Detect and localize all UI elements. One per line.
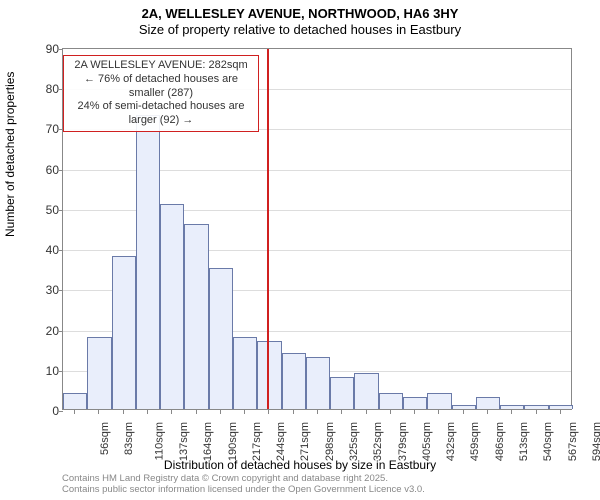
histogram-bar <box>87 337 111 409</box>
y-tick <box>59 331 63 332</box>
y-tick <box>59 210 63 211</box>
x-axis-tick-label: 164sqm <box>202 422 214 461</box>
histogram-bar <box>524 405 548 409</box>
y-tick <box>59 49 63 50</box>
x-axis-tick-label: 244sqm <box>275 422 287 461</box>
y-tick <box>59 371 63 372</box>
histogram-bar <box>476 397 500 409</box>
y-axis-tick-label: 0 <box>31 404 59 418</box>
y-axis-tick-label: 30 <box>31 283 59 297</box>
x-tick <box>123 410 124 414</box>
x-axis-tick-label: 594sqm <box>591 422 600 461</box>
x-tick <box>511 410 512 414</box>
histogram-bar <box>184 224 208 409</box>
x-axis-tick-label: 567sqm <box>567 422 579 461</box>
x-axis-tick-label: 325sqm <box>348 422 360 461</box>
x-tick <box>414 410 415 414</box>
x-tick <box>487 410 488 414</box>
y-axis-tick-label: 60 <box>31 163 59 177</box>
x-axis-tick-label: 432sqm <box>445 422 457 461</box>
x-axis-tick-label: 217sqm <box>251 422 263 461</box>
y-axis-tick-label: 20 <box>31 324 59 338</box>
y-axis-tick-label: 80 <box>31 82 59 96</box>
x-axis-tick-label: 459sqm <box>470 422 482 461</box>
title-line-2: Size of property relative to detached ho… <box>0 22 600 38</box>
annotation-line-1: 2A WELLESLEY AVENUE: 282sqm <box>70 59 252 73</box>
x-axis-tick-label: 83sqm <box>123 422 135 455</box>
x-tick <box>244 410 245 414</box>
y-axis-tick-label: 70 <box>31 122 59 136</box>
y-axis-tick-label: 40 <box>31 243 59 257</box>
histogram-bar <box>354 373 378 409</box>
x-tick <box>341 410 342 414</box>
histogram-bar <box>136 115 160 409</box>
x-tick <box>171 410 172 414</box>
histogram-bar <box>500 405 524 409</box>
histogram-bar <box>233 337 257 409</box>
x-axis-tick-label: 405sqm <box>421 422 433 461</box>
x-tick <box>317 410 318 414</box>
histogram-bar <box>112 256 136 409</box>
y-tick <box>59 290 63 291</box>
x-tick <box>98 410 99 414</box>
x-axis-tick-label: 379sqm <box>397 422 409 461</box>
histogram-bar <box>330 377 354 409</box>
x-axis-labels: 56sqm 83sqm 110sqm 137sqm 164sqm 190sqm 217sqm… <box>62 412 572 458</box>
y-axis-tick-label: 50 <box>31 203 59 217</box>
histogram-bar <box>209 268 233 409</box>
x-axis-tick-label: 137sqm <box>178 422 190 461</box>
histogram-bar <box>379 393 403 409</box>
highlight-vertical-line <box>267 49 269 409</box>
x-axis-tick-label: 271sqm <box>300 422 312 461</box>
x-tick <box>390 410 391 414</box>
copyright-line-2: Contains public sector information licen… <box>62 485 572 496</box>
histogram-bar <box>257 341 281 409</box>
x-tick <box>438 410 439 414</box>
x-tick <box>147 410 148 414</box>
x-axis-tick-label: 486sqm <box>494 422 506 461</box>
histogram-bar <box>403 397 427 409</box>
x-tick <box>196 410 197 414</box>
annotation-line-3: 24% of semi-detached houses are larger (… <box>70 100 252 128</box>
histogram-bar <box>427 393 451 409</box>
x-axis-tick-label: 540sqm <box>542 422 554 461</box>
x-tick <box>293 410 294 414</box>
histogram-bar <box>160 204 184 409</box>
histogram-bar <box>63 393 87 409</box>
x-axis-tick-label: 190sqm <box>227 422 239 461</box>
x-axis-tick-label: 513sqm <box>518 422 530 461</box>
x-axis-tick-label: 110sqm <box>153 422 165 460</box>
histogram-bar <box>549 405 573 409</box>
chart-title-block: 2A, WELLESLEY AVENUE, NORTHWOOD, HA6 3HY… <box>0 0 600 39</box>
x-tick <box>220 410 221 414</box>
histogram-bar <box>452 405 476 409</box>
histogram-bar <box>306 357 330 409</box>
x-tick <box>536 410 537 414</box>
x-axis-tick-label: 298sqm <box>324 422 336 461</box>
annotation-line-2: ← 76% of detached houses are smaller (28… <box>70 73 252 101</box>
annotation-box: 2A WELLESLEY AVENUE: 282sqm← 76% of deta… <box>63 55 259 132</box>
x-tick <box>74 410 75 414</box>
y-axis-tick-label: 90 <box>31 42 59 56</box>
y-axis-tick-label: 10 <box>31 364 59 378</box>
x-axis-title: Distribution of detached houses by size … <box>0 458 600 472</box>
histogram-bar <box>282 353 306 409</box>
x-tick <box>366 410 367 414</box>
y-axis-title: Number of detached properties <box>3 72 17 237</box>
title-line-1: 2A, WELLESLEY AVENUE, NORTHWOOD, HA6 3HY <box>0 6 600 22</box>
x-axis-tick-label: 56sqm <box>99 422 111 455</box>
x-tick <box>268 410 269 414</box>
y-tick <box>59 170 63 171</box>
x-tick <box>560 410 561 414</box>
x-axis-tick-label: 352sqm <box>372 422 384 461</box>
x-tick <box>463 410 464 414</box>
copyright-notice: Contains HM Land Registry data © Crown c… <box>62 474 572 496</box>
histogram-chart: 01020304050607080902A WELLESLEY AVENUE: … <box>62 48 572 410</box>
y-tick <box>59 250 63 251</box>
